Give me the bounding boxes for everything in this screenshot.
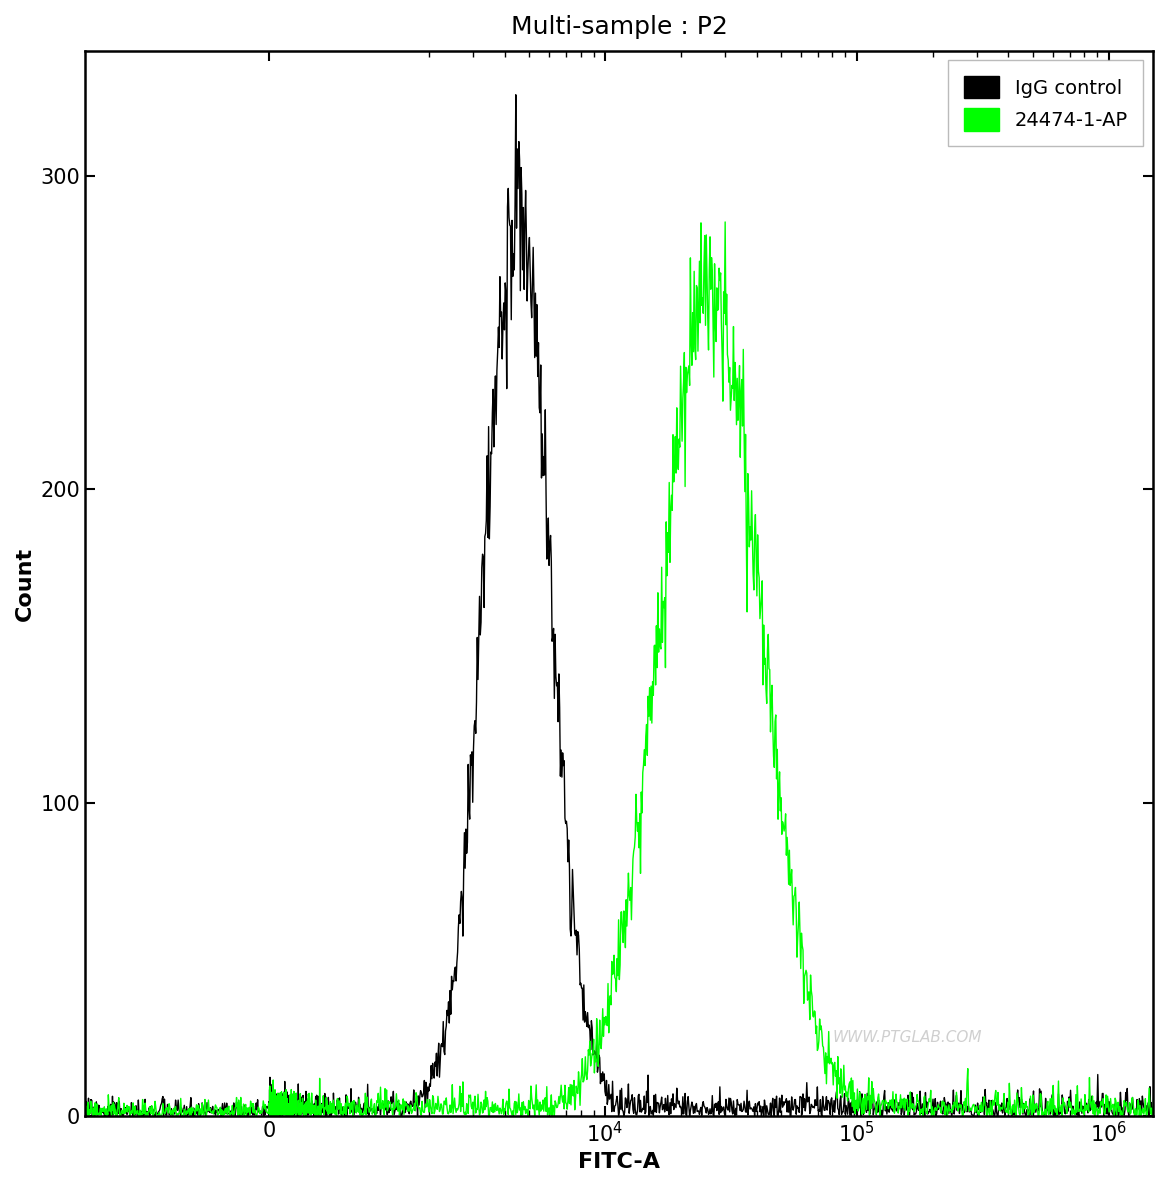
X-axis label: FITC-A: FITC-A xyxy=(578,1153,660,1172)
Text: WWW.PTGLAB.COM: WWW.PTGLAB.COM xyxy=(833,1030,982,1045)
Legend: IgG control, 24474-1-AP: IgG control, 24474-1-AP xyxy=(948,61,1143,146)
Y-axis label: Count: Count xyxy=(15,546,35,621)
Title: Multi-sample : P2: Multi-sample : P2 xyxy=(510,15,728,39)
